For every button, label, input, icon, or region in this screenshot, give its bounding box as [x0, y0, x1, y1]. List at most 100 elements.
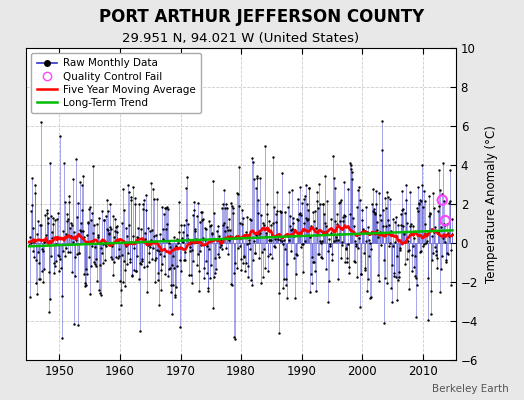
Point — [406, 222, 414, 229]
Point — [379, 223, 387, 230]
Point — [193, 251, 202, 258]
Point — [414, 200, 423, 206]
Point — [413, 208, 422, 214]
Point — [233, 245, 242, 251]
Point — [156, 230, 165, 237]
Point — [149, 186, 157, 192]
Point — [96, 245, 105, 251]
Point — [139, 201, 147, 207]
Point — [185, 272, 193, 278]
Point — [158, 204, 167, 210]
Point — [51, 217, 59, 224]
Point — [324, 298, 332, 305]
Point — [61, 244, 70, 251]
Point — [212, 266, 221, 272]
Point — [266, 251, 275, 257]
Point — [71, 273, 79, 280]
Point — [330, 238, 339, 244]
Point — [147, 180, 155, 186]
Point — [307, 271, 315, 277]
Point — [280, 276, 288, 282]
Point — [392, 297, 401, 303]
Point — [61, 253, 69, 259]
Point — [206, 262, 215, 269]
Point — [270, 204, 279, 210]
Point — [324, 236, 333, 242]
Point — [277, 209, 285, 215]
Text: PORT ARTHUR JEFFERSON COUNTY: PORT ARTHUR JEFFERSON COUNTY — [100, 8, 424, 26]
Point — [187, 272, 195, 279]
Point — [434, 228, 442, 235]
Point — [70, 228, 78, 235]
Point — [231, 260, 239, 266]
Point — [373, 227, 381, 233]
Point — [385, 243, 394, 249]
Point — [45, 309, 53, 316]
Point — [332, 236, 340, 243]
Point — [100, 217, 108, 223]
Point — [344, 241, 352, 247]
Point — [251, 250, 259, 256]
Point — [39, 278, 47, 285]
Point — [218, 205, 226, 212]
Point — [343, 255, 352, 262]
Point — [96, 262, 104, 268]
Point — [356, 270, 365, 277]
Point — [436, 265, 445, 272]
Point — [93, 278, 101, 284]
Point — [345, 264, 353, 270]
Point — [432, 248, 440, 254]
Point — [346, 211, 354, 217]
Point — [58, 292, 66, 299]
Point — [55, 252, 63, 259]
Point — [311, 268, 319, 274]
Point — [281, 209, 289, 215]
Point — [134, 225, 142, 231]
Point — [235, 243, 244, 249]
Point — [209, 305, 217, 311]
Point — [311, 288, 320, 294]
Point — [444, 230, 452, 236]
Point — [321, 173, 330, 179]
Point — [431, 224, 439, 230]
Point — [397, 211, 406, 218]
Point — [427, 311, 435, 317]
Point — [227, 281, 235, 287]
Point — [268, 255, 276, 262]
Point — [407, 220, 415, 227]
Point — [143, 289, 151, 296]
Point — [150, 256, 159, 263]
Point — [226, 233, 234, 240]
Point — [384, 217, 392, 223]
Point — [104, 208, 113, 214]
Point — [66, 248, 74, 255]
Point — [136, 260, 144, 266]
Point — [290, 255, 299, 261]
Point — [368, 208, 377, 214]
Point — [366, 240, 374, 247]
Point — [424, 212, 433, 219]
Point — [303, 217, 311, 224]
Point — [86, 290, 94, 297]
Point — [83, 232, 91, 238]
Point — [80, 270, 88, 277]
Point — [435, 187, 444, 193]
Point — [445, 200, 453, 206]
Point — [99, 240, 107, 247]
Point — [337, 239, 346, 245]
Point — [53, 234, 61, 240]
Point — [80, 234, 89, 240]
Point — [399, 206, 408, 212]
Point — [274, 232, 282, 239]
Point — [355, 184, 363, 190]
Point — [107, 254, 116, 260]
Point — [54, 210, 63, 216]
Point — [81, 283, 90, 290]
Point — [202, 226, 210, 232]
Point — [180, 249, 189, 255]
Point — [76, 226, 84, 233]
Point — [95, 214, 104, 221]
Point — [137, 226, 145, 233]
Point — [110, 272, 118, 278]
Point — [388, 262, 396, 268]
